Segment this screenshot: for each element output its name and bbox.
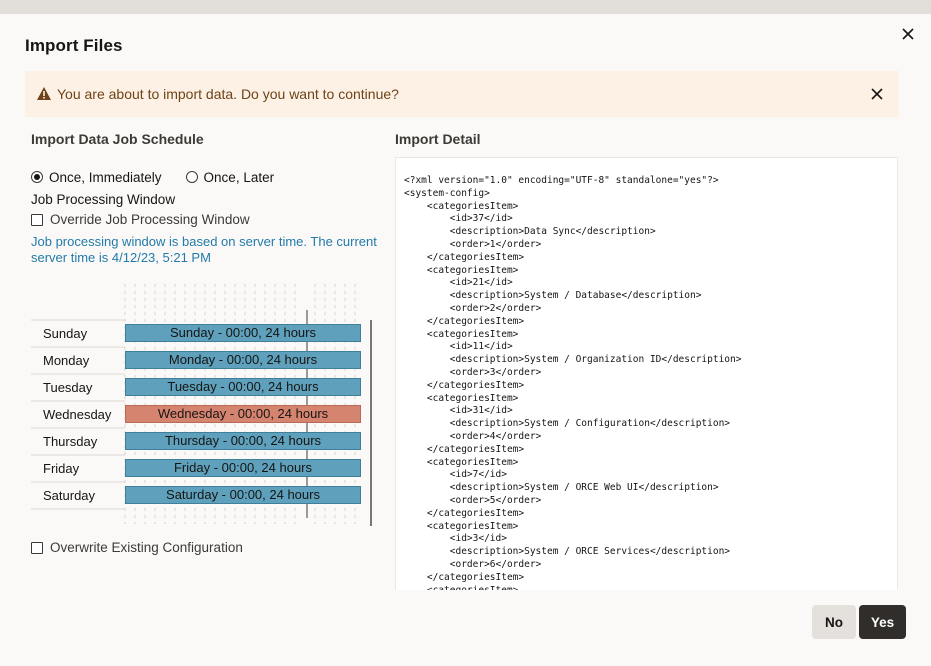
schedule-bar-saturday[interactable]: Saturday - 00:00, 24 hours	[125, 486, 361, 504]
schedule-grid	[31, 284, 372, 526]
banner-close-icon[interactable]	[870, 87, 884, 101]
day-label: Friday	[43, 461, 80, 476]
radio-label-immediately[interactable]: Once, Immediately	[49, 169, 162, 185]
overwrite-config-row[interactable]: Overwrite Existing Configuration	[31, 540, 243, 555]
schedule-heading: Import Data Job Schedule	[31, 131, 204, 147]
import-files-dialog: Import Files You are about to import dat…	[0, 14, 931, 666]
override-window-label[interactable]: Override Job Processing Window	[50, 212, 250, 227]
close-icon[interactable]	[899, 25, 917, 43]
overwrite-config-checkbox[interactable]	[31, 541, 43, 554]
radio-once-immediately[interactable]	[31, 171, 43, 183]
schedule-bar-thursday[interactable]: Thursday - 00:00, 24 hours	[125, 432, 361, 450]
banner-message: You are about to import data. Do you wan…	[57, 86, 399, 102]
xml-content: <?xml version="1.0" encoding="UTF-8" sta…	[404, 175, 742, 590]
yes-button[interactable]: Yes	[859, 605, 906, 639]
day-label: Saturday	[43, 488, 96, 503]
day-label: Tuesday	[43, 380, 93, 395]
schedule-bar-friday[interactable]: Friday - 00:00, 24 hours	[125, 459, 361, 477]
override-window-row[interactable]: Override Job Processing Window	[31, 212, 250, 227]
radio-once-later[interactable]	[185, 171, 198, 183]
schedule-bar-wednesday[interactable]: Wednesday - 00:00, 24 hours	[125, 405, 361, 423]
day-label: Wednesday	[43, 407, 112, 422]
schedule-options: Once, Immediately Once, Later	[31, 168, 298, 186]
page-background-strip	[0, 0, 931, 14]
schedule-bar-sunday[interactable]: Sunday - 00:00, 24 hours	[125, 324, 361, 342]
weekly-schedule: Sunday Monday Tuesday Wednesday Thursday…	[31, 284, 376, 534]
dialog-title: Import Files	[25, 36, 123, 55]
overwrite-config-label[interactable]: Overwrite Existing Configuration	[50, 540, 243, 555]
warning-icon	[37, 87, 51, 100]
day-label: Sunday	[43, 326, 88, 341]
server-time-info: Job processing window is based on server…	[31, 234, 377, 265]
import-detail-panel[interactable]: <?xml version="1.0" encoding="UTF-8" sta…	[395, 157, 898, 590]
schedule-bar-tuesday[interactable]: Tuesday - 00:00, 24 hours	[125, 378, 361, 396]
radio-label-later[interactable]: Once, Later	[203, 169, 275, 185]
day-label: Thursday	[43, 434, 98, 449]
detail-heading: Import Detail	[395, 131, 481, 147]
no-button[interactable]: No	[812, 605, 856, 639]
override-window-checkbox[interactable]	[31, 213, 43, 226]
warning-banner: You are about to import data. Do you wan…	[25, 71, 899, 117]
job-window-heading: Job Processing Window	[31, 192, 176, 207]
schedule-bar-monday[interactable]: Monday - 00:00, 24 hours	[125, 351, 361, 369]
day-label: Monday	[43, 353, 90, 368]
radio-selected-dot	[34, 174, 40, 180]
